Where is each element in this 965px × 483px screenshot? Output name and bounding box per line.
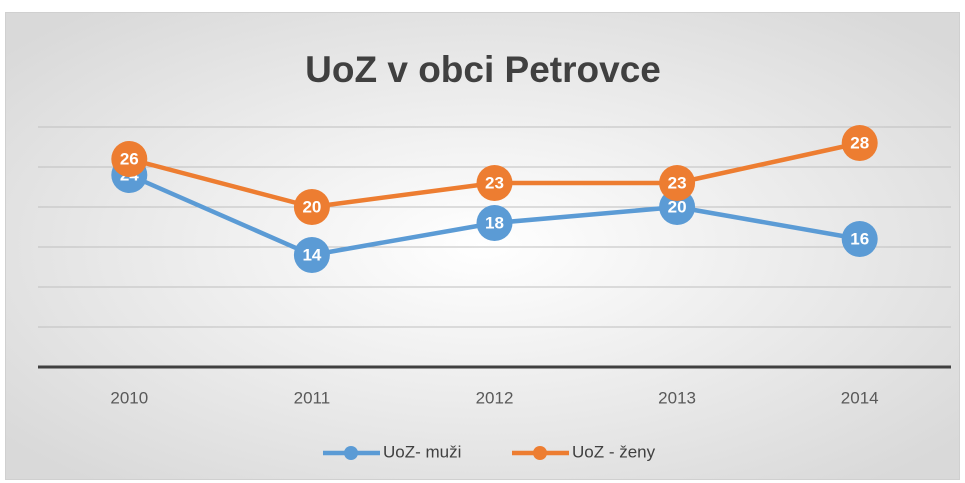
marker xyxy=(111,141,148,177)
data-label: 28 xyxy=(850,133,869,152)
marker xyxy=(476,205,513,241)
data-label: 20 xyxy=(302,197,321,216)
legend-label: UoZ - ženy xyxy=(572,442,656,461)
x-tick-label: 2010 xyxy=(110,388,148,407)
legend-marker xyxy=(344,446,358,460)
x-tick-label: 2014 xyxy=(841,388,879,407)
marker xyxy=(659,165,696,201)
marker xyxy=(841,221,878,257)
data-label: 14 xyxy=(302,245,321,264)
marker xyxy=(476,165,513,201)
x-tick-label: 2013 xyxy=(658,388,696,407)
marker xyxy=(293,237,330,273)
legend-label: UoZ- muži xyxy=(383,442,461,461)
marker xyxy=(841,125,878,161)
x-tick-label: 2012 xyxy=(476,388,514,407)
data-label: 16 xyxy=(850,229,869,248)
data-label: 26 xyxy=(120,149,139,168)
data-label: 18 xyxy=(485,213,504,232)
marker xyxy=(293,189,330,225)
data-label: 20 xyxy=(668,197,687,216)
legend-marker xyxy=(533,446,547,460)
data-label: 23 xyxy=(485,173,504,192)
x-tick-label: 2011 xyxy=(294,388,331,407)
chart-area xyxy=(5,12,960,480)
data-label: 23 xyxy=(668,173,687,192)
chart-title: UoZ v obci Petrovce xyxy=(305,49,661,90)
